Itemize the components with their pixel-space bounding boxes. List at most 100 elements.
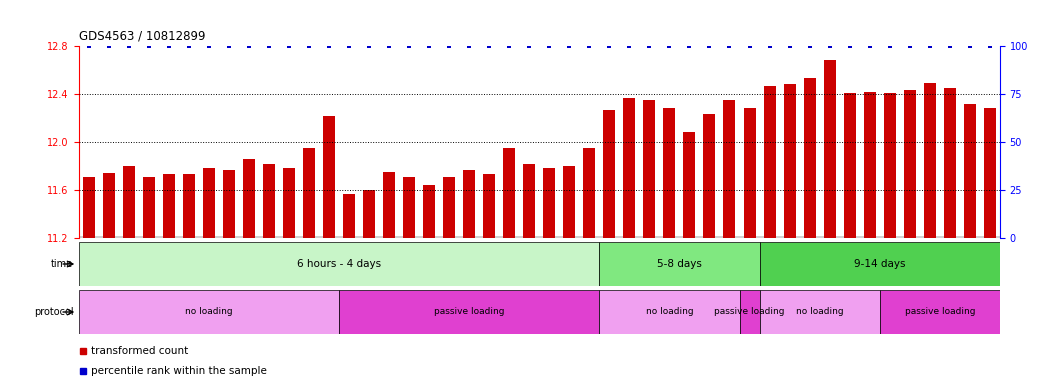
Bar: [83, 177, 94, 238]
Point: [500, 43, 517, 49]
Point: [441, 43, 458, 49]
Bar: [884, 93, 896, 238]
Point: [220, 43, 237, 49]
Point: [541, 43, 558, 49]
Bar: [79, 290, 339, 334]
Bar: [984, 109, 996, 238]
Point: [360, 43, 377, 49]
Bar: [182, 174, 195, 238]
Bar: [263, 164, 274, 238]
Point: [340, 43, 357, 49]
Bar: [504, 148, 515, 238]
Text: passive loading: passive loading: [433, 308, 505, 316]
Point: [320, 43, 337, 49]
Text: no loading: no loading: [646, 308, 693, 316]
Point: [961, 43, 978, 49]
Bar: [844, 93, 855, 238]
Bar: [763, 86, 776, 238]
Bar: [864, 92, 875, 238]
Bar: [643, 100, 655, 238]
Bar: [904, 91, 916, 238]
Text: passive loading: passive loading: [905, 308, 975, 316]
Point: [160, 43, 177, 49]
Bar: [203, 169, 215, 238]
Point: [381, 43, 398, 49]
Bar: [223, 170, 235, 238]
Point: [882, 43, 898, 49]
Point: [901, 43, 918, 49]
Point: [781, 43, 798, 49]
Point: [581, 43, 598, 49]
Point: [101, 43, 117, 49]
Bar: [583, 148, 596, 238]
Bar: [943, 88, 956, 238]
Point: [180, 43, 197, 49]
Bar: [403, 177, 415, 238]
Point: [561, 43, 578, 49]
Bar: [423, 185, 436, 238]
Point: [842, 43, 859, 49]
Bar: [383, 172, 395, 238]
Bar: [603, 110, 616, 238]
Point: [461, 43, 477, 49]
Bar: [723, 100, 735, 238]
Point: [120, 43, 137, 49]
Point: [481, 43, 497, 49]
Point: [281, 43, 297, 49]
Point: [801, 43, 818, 49]
Text: transformed count: transformed count: [91, 346, 188, 356]
Bar: [162, 174, 175, 238]
Bar: [79, 242, 599, 286]
Text: no loading: no loading: [185, 308, 232, 316]
Point: [661, 43, 677, 49]
Bar: [79, 236, 1000, 238]
Bar: [623, 98, 636, 238]
Bar: [599, 290, 739, 334]
Bar: [243, 159, 254, 238]
Bar: [543, 169, 555, 238]
Bar: [303, 148, 315, 238]
Bar: [759, 290, 879, 334]
Bar: [804, 78, 816, 238]
Point: [981, 43, 998, 49]
Bar: [684, 132, 695, 238]
Bar: [483, 174, 495, 238]
Bar: [923, 83, 936, 238]
Text: percentile rank within the sample: percentile rank within the sample: [91, 366, 267, 376]
Point: [200, 43, 217, 49]
Bar: [599, 242, 759, 286]
Bar: [443, 177, 455, 238]
Bar: [824, 61, 836, 238]
Text: 9-14 days: 9-14 days: [854, 259, 906, 269]
Point: [701, 43, 718, 49]
Point: [741, 43, 758, 49]
Bar: [363, 190, 375, 238]
Bar: [283, 169, 295, 238]
Bar: [783, 84, 796, 238]
Bar: [964, 104, 976, 238]
Bar: [339, 290, 599, 334]
Point: [300, 43, 317, 49]
Bar: [704, 114, 715, 238]
Point: [520, 43, 537, 49]
Bar: [563, 166, 575, 238]
Point: [140, 43, 157, 49]
Point: [401, 43, 418, 49]
Point: [761, 43, 778, 49]
Text: time: time: [51, 259, 73, 269]
Bar: [142, 177, 155, 238]
Point: [862, 43, 878, 49]
Text: passive loading: passive loading: [714, 308, 785, 316]
Bar: [759, 242, 1000, 286]
Bar: [879, 290, 1000, 334]
Text: GDS4563 / 10812899: GDS4563 / 10812899: [79, 29, 205, 42]
Bar: [524, 164, 535, 238]
Point: [601, 43, 618, 49]
Bar: [322, 116, 335, 238]
Point: [81, 43, 97, 49]
Bar: [343, 194, 355, 238]
Bar: [463, 170, 475, 238]
Bar: [103, 173, 114, 238]
Bar: [743, 109, 756, 238]
Point: [621, 43, 638, 49]
